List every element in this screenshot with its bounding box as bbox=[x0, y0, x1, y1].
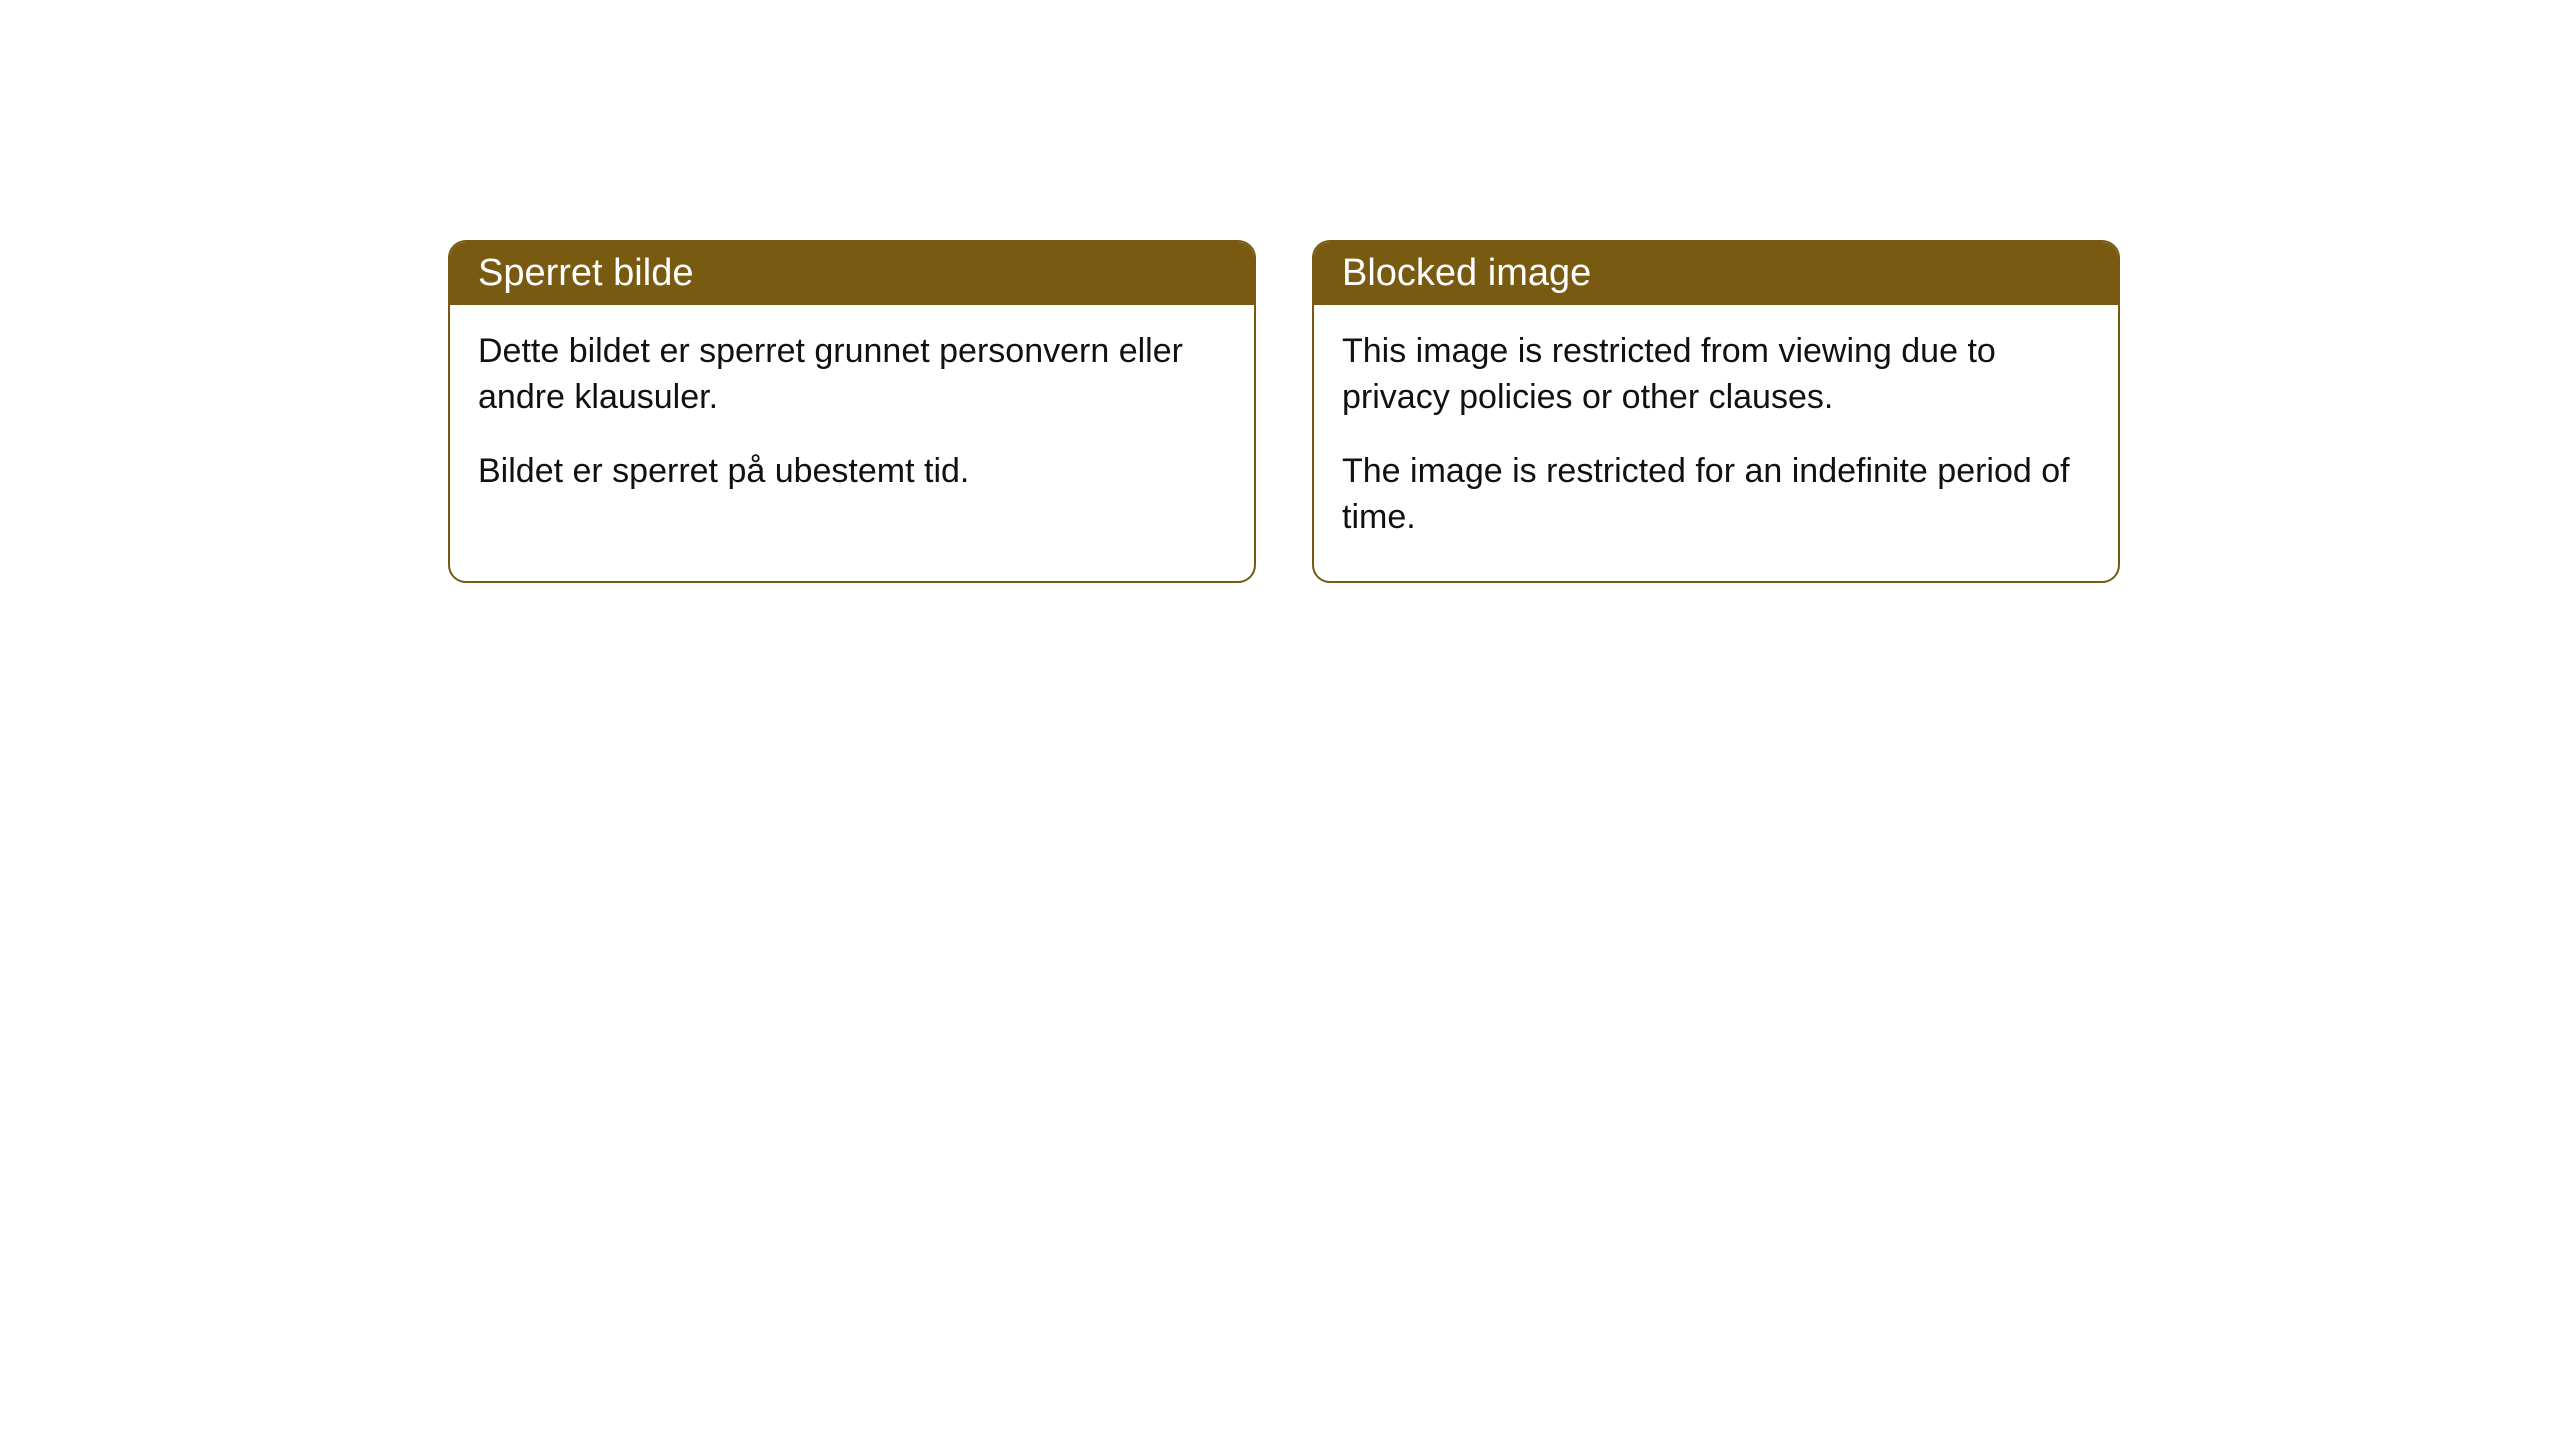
card-text-en-1: This image is restricted from viewing du… bbox=[1342, 329, 2090, 421]
card-text-en-2: The image is restricted for an indefinit… bbox=[1342, 449, 2090, 541]
card-text-no-1: Dette bildet er sperret grunnet personve… bbox=[478, 329, 1226, 421]
cards-container: Sperret bilde Dette bildet er sperret gr… bbox=[448, 240, 2120, 583]
card-body-no: Dette bildet er sperret grunnet personve… bbox=[450, 305, 1254, 535]
card-body-en: This image is restricted from viewing du… bbox=[1314, 305, 2118, 581]
card-header-no: Sperret bilde bbox=[450, 242, 1254, 305]
card-header-en: Blocked image bbox=[1314, 242, 2118, 305]
card-text-no-2: Bildet er sperret på ubestemt tid. bbox=[478, 449, 1226, 495]
blocked-image-card-no: Sperret bilde Dette bildet er sperret gr… bbox=[448, 240, 1256, 583]
blocked-image-card-en: Blocked image This image is restricted f… bbox=[1312, 240, 2120, 583]
